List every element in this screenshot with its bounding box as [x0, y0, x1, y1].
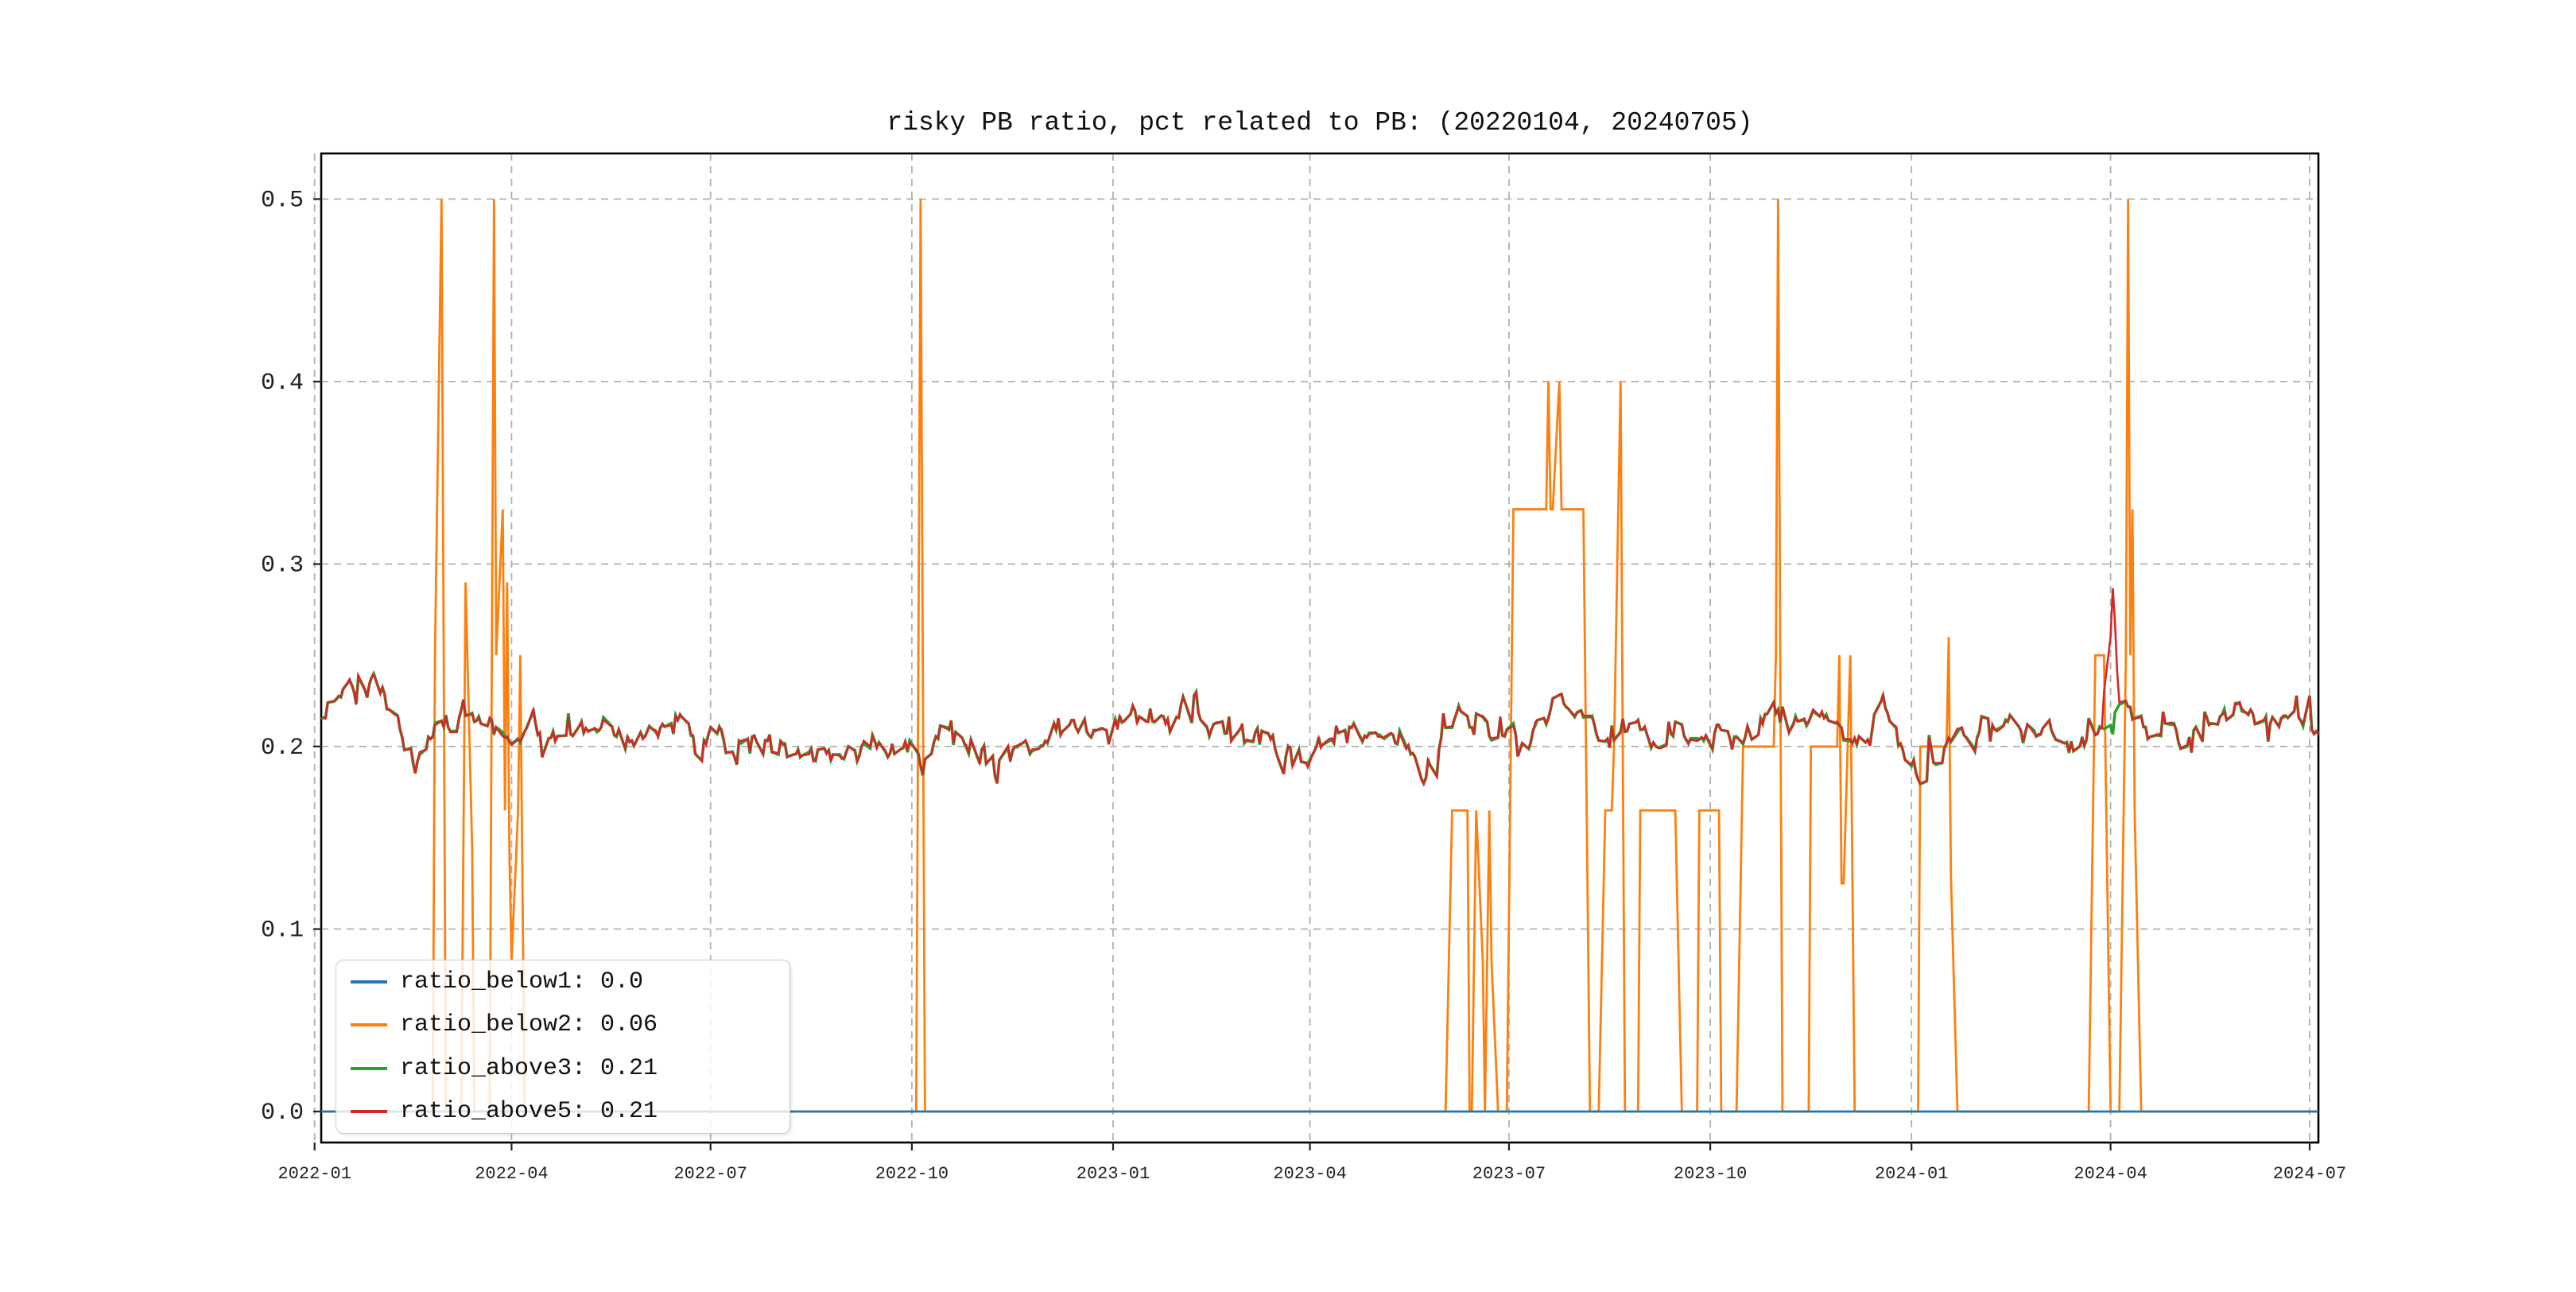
svg-text:2022-07: 2022-07 — [673, 1164, 747, 1184]
svg-text:2023-07: 2023-07 — [1472, 1164, 1546, 1184]
svg-text:2024-04: 2024-04 — [2074, 1164, 2147, 1184]
svg-text:0.2: 0.2 — [261, 735, 304, 762]
svg-text:2022-10: 2022-10 — [875, 1164, 949, 1184]
svg-text:2023-01: 2023-01 — [1077, 1164, 1150, 1184]
svg-text:2023-10: 2023-10 — [1674, 1164, 1747, 1184]
svg-text:0.4: 0.4 — [261, 370, 304, 397]
svg-text:risky PB ratio, pct related t: risky PB ratio, pct related to PB: (2022… — [886, 108, 1752, 138]
svg-text:0.5: 0.5 — [261, 187, 304, 214]
svg-text:2022-01: 2022-01 — [277, 1164, 351, 1184]
svg-text:2022-04: 2022-04 — [475, 1164, 548, 1184]
svg-text:2024-07: 2024-07 — [2273, 1164, 2346, 1184]
svg-text:2024-01: 2024-01 — [1875, 1164, 1948, 1184]
svg-text:0.3: 0.3 — [261, 552, 304, 579]
svg-text:2023-04: 2023-04 — [1273, 1164, 1346, 1184]
svg-text:0.1: 0.1 — [261, 918, 304, 945]
svg-text:0.0: 0.0 — [261, 1100, 304, 1127]
